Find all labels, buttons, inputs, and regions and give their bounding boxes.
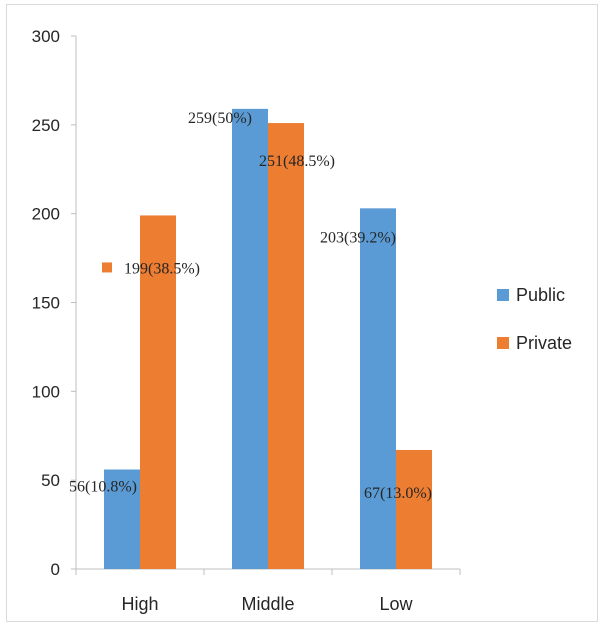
bar-private xyxy=(396,449,432,569)
y-tick-label: 50 xyxy=(41,471,60,490)
x-tick-label: High xyxy=(121,594,158,614)
y-tick-label: 100 xyxy=(32,382,60,401)
data-label-public: 56(10.8%) xyxy=(69,479,137,496)
data-label-private: 67(13.0%) xyxy=(364,485,432,502)
y-tick-label: 150 xyxy=(32,294,60,313)
chart-frame xyxy=(6,4,598,622)
data-label-public: 203(39.2%) xyxy=(320,229,396,246)
bars xyxy=(104,108,432,570)
x-tick-label: Low xyxy=(379,594,413,614)
data-labels: 56(10.8%) 259(50%) 203(39.2%) 199(38.5%) 251… xyxy=(69,110,432,502)
legend-label-public: Public xyxy=(516,285,565,305)
x-axis: High Middle Low xyxy=(75,568,461,614)
bar-private xyxy=(268,123,304,569)
data-label-private: 199(38.5%) xyxy=(124,260,200,277)
bar-public xyxy=(104,469,140,569)
legend-swatch-public xyxy=(497,289,509,301)
data-label-private: 251(48.5%) xyxy=(259,153,335,170)
bar-private xyxy=(140,215,176,569)
x-tick-label: Middle xyxy=(241,594,294,614)
legend-swatch-private xyxy=(497,337,509,349)
y-tick-label: 300 xyxy=(32,27,60,46)
legend: Public Private xyxy=(497,285,572,353)
legend-label-private: Private xyxy=(516,333,572,353)
bar-public xyxy=(360,208,396,569)
data-label-key-private xyxy=(102,262,112,273)
y-tick-label: 200 xyxy=(32,205,60,224)
data-label-public: 259(50%) xyxy=(188,110,252,127)
bar-public xyxy=(232,108,268,570)
y-axis: 0 50 100 150 200 250 300 xyxy=(32,27,77,579)
y-tick-label: 0 xyxy=(51,560,60,579)
y-tick-label: 250 xyxy=(32,116,60,135)
